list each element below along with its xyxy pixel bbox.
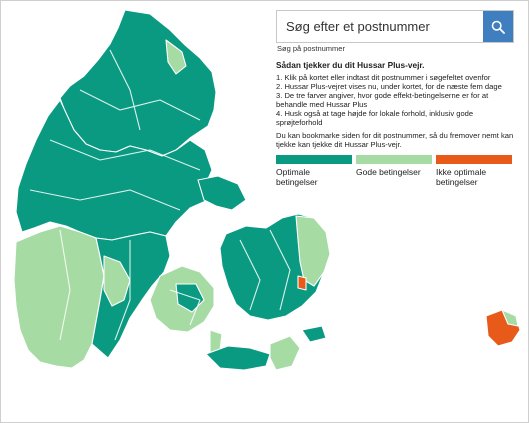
legend-item-optimal: Optimale betingelser [276,155,352,187]
legend-item-not-optimal: Ikke optimale betingelser [436,155,512,187]
map-boundaries [29,49,291,341]
legend-label-good: Gode betingelser [356,167,421,177]
map-region-south-good[interactable] [103,255,131,307]
help-title: Sådan tjekker du dit Hussar Plus-vejr. [276,60,425,70]
map-region-zealand-east-good[interactable] [295,215,331,287]
legend-label-not-optimal: Ikke optimale betingelser [436,167,487,187]
legend-swatch-optimal [276,155,352,164]
help-step: 2. Hussar Plus-vejret vises nu, under ko… [276,82,502,91]
map-region-north-good[interactable] [165,39,187,75]
map-region-north-jutland[interactable] [59,9,217,157]
map-region-djursland[interactable] [197,175,247,211]
search-hint: Søg på postnummer [277,44,345,53]
map-region-moen[interactable] [301,325,327,343]
search-icon [491,20,505,34]
search-button[interactable] [483,11,513,42]
help-step: 4. Husk også at tage højde for lokale fo… [276,109,474,127]
legend-swatch-good [356,155,432,164]
legend-item-good: Gode betingelser [356,155,432,187]
map-region-bornholm-good[interactable] [501,309,519,327]
bookmark-note: Du kan bookmarke siden for dit postnumme… [276,131,514,149]
search-input[interactable] [277,11,483,42]
help-step: 3. De tre farver angiver, hvor gode effe… [276,91,489,109]
legend-label-optimal: Optimale betingelser [276,167,318,187]
search-bar [276,10,514,43]
map-region-lolland[interactable] [205,345,271,371]
map-region-zealand-not-optimal [297,275,307,291]
map-region-falster[interactable] [269,335,301,371]
map-region-west-good[interactable] [13,225,105,369]
help-panel: Sådan tjekker du dit Hussar Plus-vejr. 1… [276,60,516,150]
legend-swatch-not-optimal [436,155,512,164]
help-step: 1. Klik på kortet eller indtast dit post… [276,73,491,82]
map-region-mid-jutland[interactable] [15,99,213,241]
legend: Optimale betingelser Gode betingelser Ik… [276,155,514,187]
